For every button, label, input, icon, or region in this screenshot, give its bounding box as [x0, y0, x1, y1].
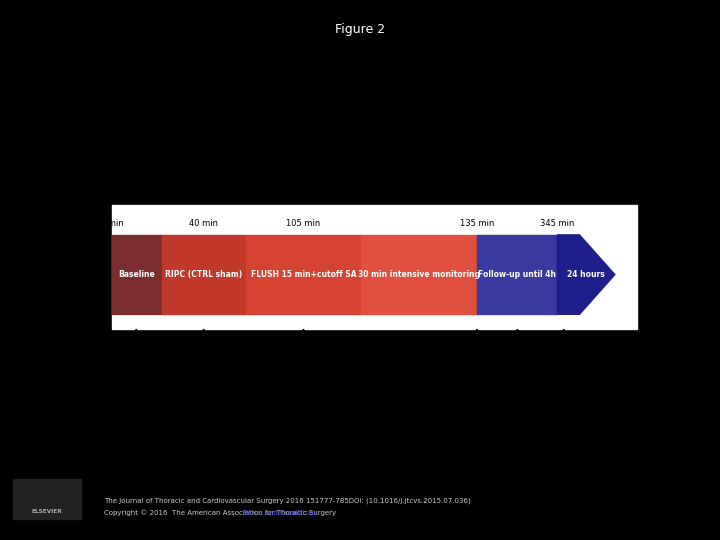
- Text: 24 hours: 24 hours: [567, 270, 605, 279]
- Text: 30 min intensive monitoring: 30 min intensive monitoring: [358, 270, 480, 279]
- Text: 135 min: 135 min: [459, 219, 494, 228]
- Bar: [477, 235, 557, 314]
- Text: 105 min: 105 min: [287, 219, 320, 228]
- Bar: [112, 205, 637, 329]
- Text: ELSEVIER: ELSEVIER: [32, 509, 62, 515]
- Text: Follow-up until 4h: Follow-up until 4h: [478, 270, 556, 279]
- Bar: [246, 235, 361, 314]
- Text: Copyright © 2016  The American Association for Thoracic Surgery: Copyright © 2016 The American Associatio…: [104, 510, 341, 516]
- Text: The Journal of Thoracic and Cardiovascular Surgery 2016 151777-785DOI: (10.1016/: The Journal of Thoracic and Cardiovascul…: [104, 498, 471, 504]
- Text: Terms and Conditions: Terms and Conditions: [243, 510, 318, 516]
- Text: 40 min: 40 min: [189, 219, 218, 228]
- Bar: [13, 479, 81, 519]
- FancyArrow shape: [557, 235, 615, 314]
- Text: 0 min: 0 min: [100, 219, 123, 228]
- Bar: [161, 235, 246, 314]
- Text: Figure 2: Figure 2: [335, 23, 385, 36]
- Bar: [361, 235, 477, 314]
- Text: FLUSH 15 min+cutoff SA: FLUSH 15 min+cutoff SA: [251, 270, 356, 279]
- Text: Baseline: Baseline: [118, 270, 155, 279]
- Text: RIPC (CTRL sham): RIPC (CTRL sham): [165, 270, 242, 279]
- Bar: [112, 235, 161, 314]
- Text: 345 min: 345 min: [540, 219, 575, 228]
